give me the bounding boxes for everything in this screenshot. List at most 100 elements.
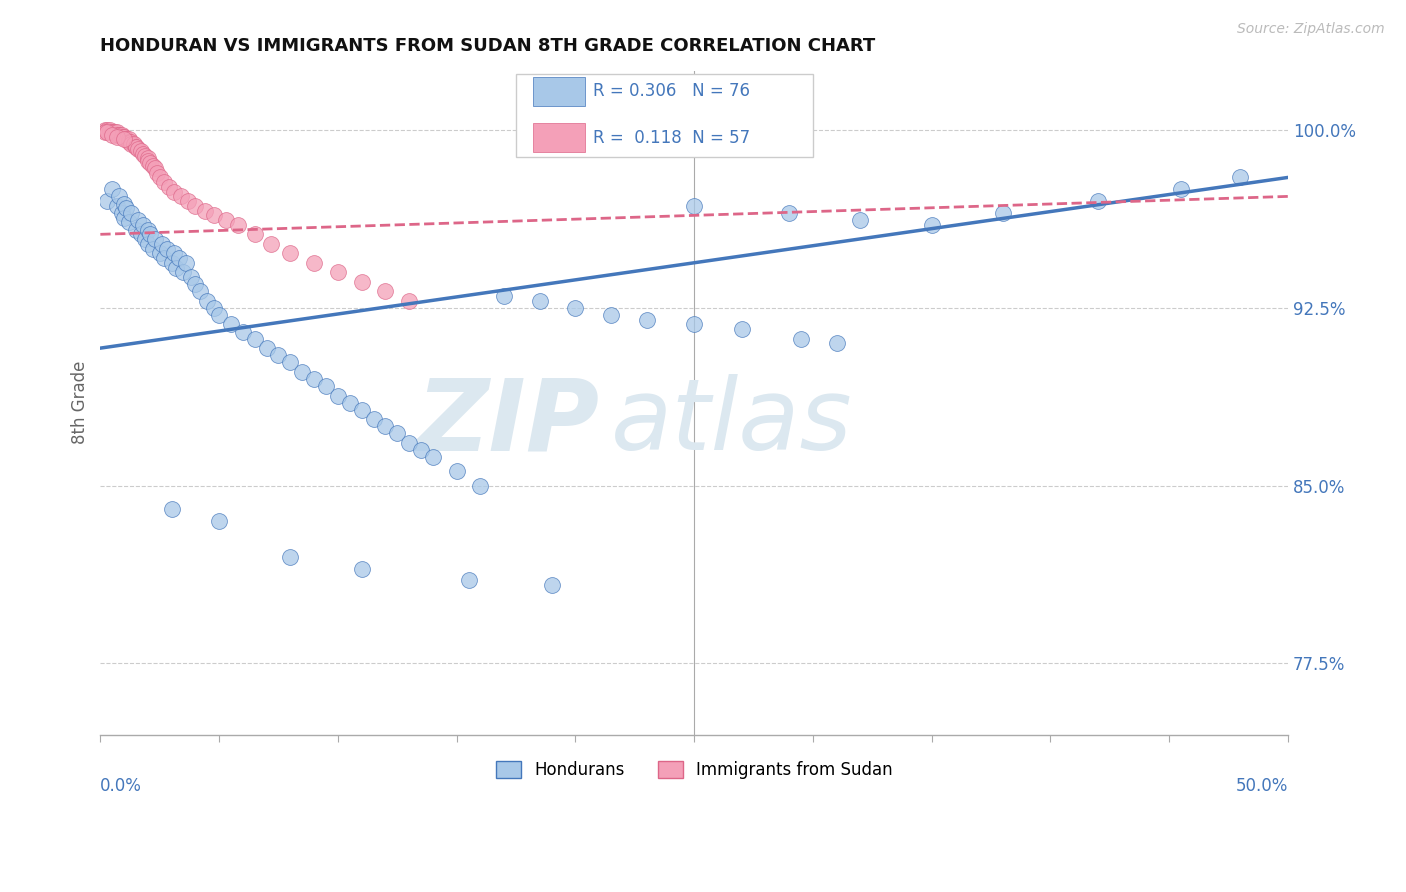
Text: Source: ZipAtlas.com: Source: ZipAtlas.com: [1237, 22, 1385, 37]
Point: [280, 246, 302, 260]
Point: [256, 341, 278, 355]
Point: [326, 265, 349, 279]
Point: [195, 293, 218, 308]
Point: [139, 156, 162, 170]
Point: [108, 128, 131, 142]
FancyBboxPatch shape: [533, 77, 585, 106]
Point: [94, 123, 117, 137]
Point: [215, 213, 238, 227]
Point: [350, 275, 373, 289]
Point: [291, 365, 314, 379]
Point: [105, 199, 128, 213]
Point: [849, 213, 872, 227]
Point: [339, 395, 361, 409]
Point: [202, 301, 225, 315]
Point: [149, 246, 172, 260]
Point: [122, 137, 145, 152]
Point: [219, 318, 242, 332]
Point: [326, 388, 349, 402]
Point: [134, 149, 156, 163]
Point: [564, 301, 586, 315]
Point: [132, 146, 155, 161]
Point: [115, 201, 138, 215]
Point: [118, 135, 141, 149]
Point: [101, 128, 124, 142]
Point: [153, 251, 176, 265]
Point: [683, 318, 706, 332]
Point: [143, 232, 166, 246]
Point: [163, 246, 186, 260]
Point: [446, 464, 468, 478]
Point: [127, 213, 149, 227]
Point: [991, 206, 1014, 220]
Point: [457, 574, 479, 588]
Point: [111, 128, 134, 142]
Point: [156, 242, 179, 256]
Point: [180, 270, 202, 285]
Point: [174, 256, 197, 270]
Point: [112, 132, 135, 146]
Point: [142, 159, 165, 173]
Point: [105, 125, 128, 139]
Text: HONDURAN VS IMMIGRANTS FROM SUDAN 8TH GRADE CORRELATION CHART: HONDURAN VS IMMIGRANTS FROM SUDAN 8TH GR…: [100, 37, 876, 55]
Point: [350, 561, 373, 575]
Point: [157, 180, 180, 194]
Point: [120, 137, 142, 152]
Legend: Hondurans, Immigrants from Sudan: Hondurans, Immigrants from Sudan: [489, 755, 900, 786]
Point: [170, 189, 193, 203]
Point: [96, 194, 118, 208]
Y-axis label: 8th Grade: 8th Grade: [72, 361, 89, 444]
Point: [363, 412, 385, 426]
Point: [232, 325, 254, 339]
Point: [115, 132, 138, 146]
Point: [208, 514, 231, 528]
Point: [136, 152, 159, 166]
Point: [160, 256, 183, 270]
Point: [120, 206, 142, 220]
Point: [101, 182, 124, 196]
Point: [112, 211, 135, 225]
Text: R =  0.118  N = 57: R = 0.118 N = 57: [593, 128, 751, 147]
Point: [683, 199, 706, 213]
Point: [112, 130, 135, 145]
Point: [112, 130, 135, 145]
Text: atlas: atlas: [612, 374, 852, 471]
Point: [243, 227, 266, 242]
Point: [470, 478, 492, 492]
FancyBboxPatch shape: [516, 74, 813, 157]
Point: [142, 242, 165, 256]
Point: [387, 426, 409, 441]
Point: [398, 436, 420, 450]
Text: 0.0%: 0.0%: [100, 777, 142, 796]
Point: [790, 332, 813, 346]
Point: [150, 236, 173, 251]
Point: [153, 175, 176, 189]
Point: [127, 142, 149, 156]
Point: [101, 125, 124, 139]
Point: [1229, 170, 1251, 185]
Point: [494, 289, 516, 303]
Point: [125, 139, 148, 153]
Point: [778, 206, 800, 220]
Point: [315, 379, 337, 393]
Point: [302, 372, 325, 386]
Point: [243, 332, 266, 346]
Point: [143, 161, 166, 175]
Point: [184, 199, 207, 213]
Point: [600, 308, 623, 322]
Text: R = 0.306   N = 76: R = 0.306 N = 76: [593, 82, 751, 100]
Point: [422, 450, 444, 465]
Point: [163, 185, 186, 199]
Point: [1170, 182, 1192, 196]
Point: [125, 139, 148, 153]
Point: [134, 232, 156, 246]
Point: [118, 132, 141, 146]
Point: [136, 236, 159, 251]
Point: [115, 132, 138, 146]
Point: [208, 308, 231, 322]
Point: [125, 222, 148, 236]
Point: [129, 227, 152, 242]
Point: [167, 251, 190, 265]
Point: [146, 166, 169, 180]
Point: [105, 128, 128, 142]
